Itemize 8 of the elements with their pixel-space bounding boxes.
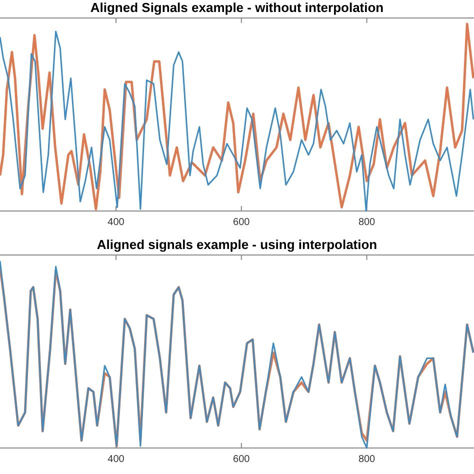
x-tick-label: 600 [233, 454, 250, 465]
x-tick-label: 600 [233, 217, 250, 228]
x-tick-label: 800 [358, 454, 376, 465]
x-tick-label: 400 [108, 217, 125, 228]
x-tick-label: 800 [358, 217, 376, 228]
chart-title: Aligned signals example - using interpolation [96, 237, 378, 252]
chart-title: Aligned Signals example - without interpolation [90, 0, 384, 15]
x-tick-label: 400 [108, 454, 125, 465]
